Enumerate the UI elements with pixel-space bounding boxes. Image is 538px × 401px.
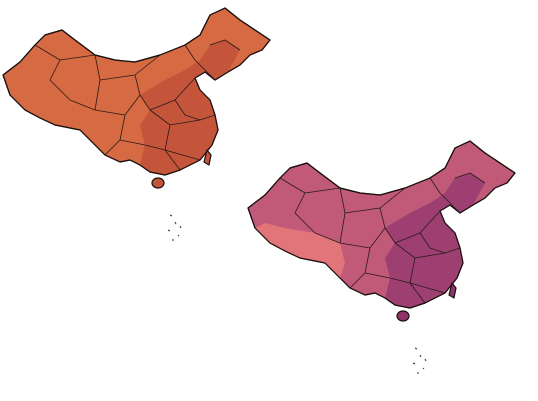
map-orange <box>2 7 271 241</box>
country-shape <box>247 140 516 309</box>
country-shape <box>2 7 271 176</box>
map-magenta <box>247 140 516 374</box>
